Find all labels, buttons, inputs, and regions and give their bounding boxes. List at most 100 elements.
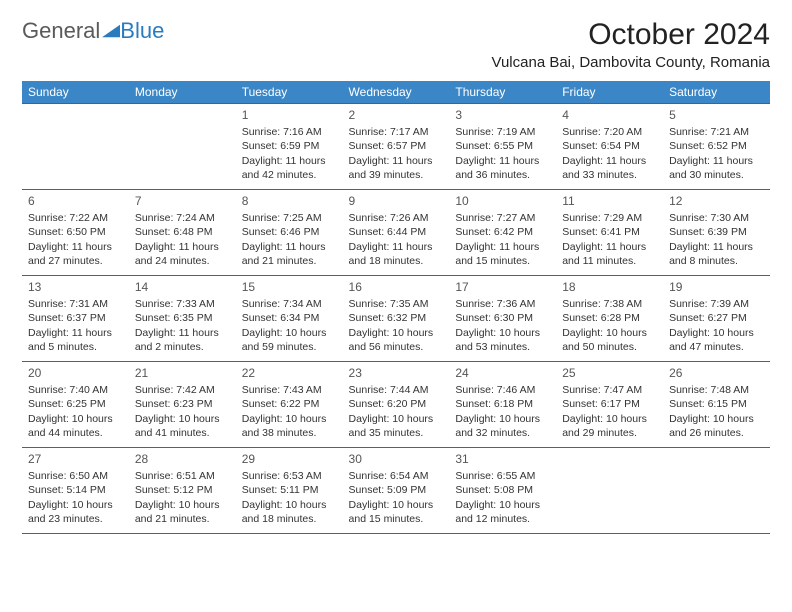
calendar-cell: 7Sunrise: 7:24 AMSunset: 6:48 PMDaylight… bbox=[129, 190, 236, 276]
day-number: 21 bbox=[135, 365, 230, 381]
daylight-line: Daylight: 11 hours and 27 minutes. bbox=[28, 240, 123, 268]
day-header: Friday bbox=[556, 81, 663, 104]
daylight-line: Daylight: 10 hours and 44 minutes. bbox=[28, 412, 123, 440]
calendar-cell: 25 Sunrise: 7:47 AMSunset: 6:17 PMDayligh… bbox=[556, 362, 663, 448]
daylight-line: Daylight: 10 hours and 21 minutes. bbox=[135, 498, 230, 526]
daylight-line: Daylight: 11 hours and 5 minutes. bbox=[28, 326, 123, 354]
calendar-body: 1Sunrise: 7:16 AMSunset: 6:59 PMDaylight… bbox=[22, 104, 770, 534]
daylight-line: Daylight: 10 hours and 59 minutes. bbox=[242, 326, 337, 354]
calendar-cell: 16Sunrise: 7:35 AMSunset: 6:32 PMDayligh… bbox=[343, 276, 450, 362]
calendar-cell: 15Sunrise: 7:34 AMSunset: 6:34 PMDayligh… bbox=[236, 276, 343, 362]
day-number: 12 bbox=[669, 193, 764, 209]
calendar-cell: 1Sunrise: 7:16 AMSunset: 6:59 PMDaylight… bbox=[236, 104, 343, 190]
sunset-line: Sunset: 6:57 PM bbox=[349, 139, 444, 153]
sunset-line: Sunset: 6:15 PM bbox=[669, 397, 764, 411]
sunrise-line: Sunrise: 7:31 AM bbox=[28, 297, 123, 311]
sunset-line: Sunset: 6:42 PM bbox=[455, 225, 550, 239]
sunrise-line: Sunrise: 7:19 AM bbox=[455, 125, 550, 139]
calendar-cell: 28Sunrise: 6:51 AMSunset: 5:12 PMDayligh… bbox=[129, 448, 236, 534]
sunset-line: Sunset: 6:20 PM bbox=[349, 397, 444, 411]
calendar-week-row: 13Sunrise: 7:31 AMSunset: 6:37 PMDayligh… bbox=[22, 276, 770, 362]
daylight-line: Daylight: 10 hours and 47 minutes. bbox=[669, 326, 764, 354]
sunrise-line: Sunrise: 7:36 AM bbox=[455, 297, 550, 311]
calendar-cell: 31Sunrise: 6:55 AMSunset: 5:08 PMDayligh… bbox=[449, 448, 556, 534]
sunrise-line: Sunrise: 7:22 AM bbox=[28, 211, 123, 225]
sunset-line: Sunset: 6:22 PM bbox=[242, 397, 337, 411]
calendar-cell: 14Sunrise: 7:33 AMSunset: 6:35 PMDayligh… bbox=[129, 276, 236, 362]
calendar-cell: 18Sunrise: 7:38 AMSunset: 6:28 PMDayligh… bbox=[556, 276, 663, 362]
day-number: 31 bbox=[455, 451, 550, 467]
day-number: 8 bbox=[242, 193, 337, 209]
calendar-cell: 13Sunrise: 7:31 AMSunset: 6:37 PMDayligh… bbox=[22, 276, 129, 362]
logo: General Blue bbox=[22, 18, 164, 44]
sunset-line: Sunset: 6:59 PM bbox=[242, 139, 337, 153]
day-number: 26 bbox=[669, 365, 764, 381]
sunset-line: Sunset: 6:35 PM bbox=[135, 311, 230, 325]
month-title: October 2024 bbox=[492, 18, 770, 52]
calendar-cell: 6Sunrise: 7:22 AMSunset: 6:50 PMDaylight… bbox=[22, 190, 129, 276]
sunrise-line: Sunrise: 7:40 AM bbox=[28, 383, 123, 397]
calendar-cell: 11Sunrise: 7:29 AMSunset: 6:41 PMDayligh… bbox=[556, 190, 663, 276]
sunrise-line: Sunrise: 6:54 AM bbox=[349, 469, 444, 483]
location: Vulcana Bai, Dambovita County, Romania bbox=[492, 54, 770, 71]
sunrise-line: Sunrise: 7:29 AM bbox=[562, 211, 657, 225]
sunrise-line: Sunrise: 7:35 AM bbox=[349, 297, 444, 311]
daylight-line: Daylight: 10 hours and 32 minutes. bbox=[455, 412, 550, 440]
day-number: 20 bbox=[28, 365, 123, 381]
day-number: 22 bbox=[242, 365, 337, 381]
calendar-cell bbox=[22, 104, 129, 190]
sunset-line: Sunset: 6:52 PM bbox=[669, 139, 764, 153]
day-of-week-row: SundayMondayTuesdayWednesdayThursdayFrid… bbox=[22, 81, 770, 104]
calendar-cell: 21Sunrise: 7:42 AMSunset: 6:23 PMDayligh… bbox=[129, 362, 236, 448]
sunrise-line: Sunrise: 7:26 AM bbox=[349, 211, 444, 225]
sunrise-line: Sunrise: 7:47 AM bbox=[562, 383, 657, 397]
sunrise-line: Sunrise: 6:53 AM bbox=[242, 469, 337, 483]
daylight-line: Daylight: 11 hours and 8 minutes. bbox=[669, 240, 764, 268]
calendar-week-row: 27Sunrise: 6:50 AMSunset: 5:14 PMDayligh… bbox=[22, 448, 770, 534]
calendar-cell: 23Sunrise: 7:44 AMSunset: 6:20 PMDayligh… bbox=[343, 362, 450, 448]
calendar-cell: 22Sunrise: 7:43 AMSunset: 6:22 PMDayligh… bbox=[236, 362, 343, 448]
calendar-cell: 20Sunrise: 7:40 AMSunset: 6:25 PMDayligh… bbox=[22, 362, 129, 448]
day-header: Saturday bbox=[663, 81, 770, 104]
calendar-cell: 3Sunrise: 7:19 AMSunset: 6:55 PMDaylight… bbox=[449, 104, 556, 190]
calendar-cell bbox=[129, 104, 236, 190]
daylight-line: Daylight: 10 hours and 41 minutes. bbox=[135, 412, 230, 440]
calendar-cell: 27Sunrise: 6:50 AMSunset: 5:14 PMDayligh… bbox=[22, 448, 129, 534]
day-number: 1 bbox=[242, 107, 337, 123]
sunset-line: Sunset: 6:48 PM bbox=[135, 225, 230, 239]
sunset-line: Sunset: 6:41 PM bbox=[562, 225, 657, 239]
daylight-line: Daylight: 10 hours and 53 minutes. bbox=[455, 326, 550, 354]
sunrise-line: Sunrise: 7:33 AM bbox=[135, 297, 230, 311]
sunrise-line: Sunrise: 7:39 AM bbox=[669, 297, 764, 311]
calendar-cell: 17Sunrise: 7:36 AMSunset: 6:30 PMDayligh… bbox=[449, 276, 556, 362]
sunset-line: Sunset: 6:27 PM bbox=[669, 311, 764, 325]
day-number: 25 bbox=[562, 365, 657, 381]
day-number: 16 bbox=[349, 279, 444, 295]
daylight-line: Daylight: 10 hours and 29 minutes. bbox=[562, 412, 657, 440]
sunrise-line: Sunrise: 7:42 AM bbox=[135, 383, 230, 397]
daylight-line: Daylight: 10 hours and 12 minutes. bbox=[455, 498, 550, 526]
sunrise-line: Sunrise: 7:43 AM bbox=[242, 383, 337, 397]
day-number: 14 bbox=[135, 279, 230, 295]
day-number: 28 bbox=[135, 451, 230, 467]
calendar-cell bbox=[556, 448, 663, 534]
sunset-line: Sunset: 5:14 PM bbox=[28, 483, 123, 497]
sunset-line: Sunset: 6:18 PM bbox=[455, 397, 550, 411]
calendar-cell: 8Sunrise: 7:25 AMSunset: 6:46 PMDaylight… bbox=[236, 190, 343, 276]
sunset-line: Sunset: 6:54 PM bbox=[562, 139, 657, 153]
daylight-line: Daylight: 11 hours and 11 minutes. bbox=[562, 240, 657, 268]
calendar-cell: 29Sunrise: 6:53 AMSunset: 5:11 PMDayligh… bbox=[236, 448, 343, 534]
sunset-line: Sunset: 6:17 PM bbox=[562, 397, 657, 411]
day-header: Sunday bbox=[22, 81, 129, 104]
day-number: 24 bbox=[455, 365, 550, 381]
calendar-cell: 2Sunrise: 7:17 AMSunset: 6:57 PMDaylight… bbox=[343, 104, 450, 190]
logo-triangle-icon bbox=[102, 24, 120, 38]
sunset-line: Sunset: 6:50 PM bbox=[28, 225, 123, 239]
sunrise-line: Sunrise: 7:17 AM bbox=[349, 125, 444, 139]
daylight-line: Daylight: 10 hours and 15 minutes. bbox=[349, 498, 444, 526]
calendar-week-row: 1Sunrise: 7:16 AMSunset: 6:59 PMDaylight… bbox=[22, 104, 770, 190]
sunrise-line: Sunrise: 7:44 AM bbox=[349, 383, 444, 397]
day-number: 19 bbox=[669, 279, 764, 295]
day-number: 29 bbox=[242, 451, 337, 467]
calendar-cell bbox=[663, 448, 770, 534]
